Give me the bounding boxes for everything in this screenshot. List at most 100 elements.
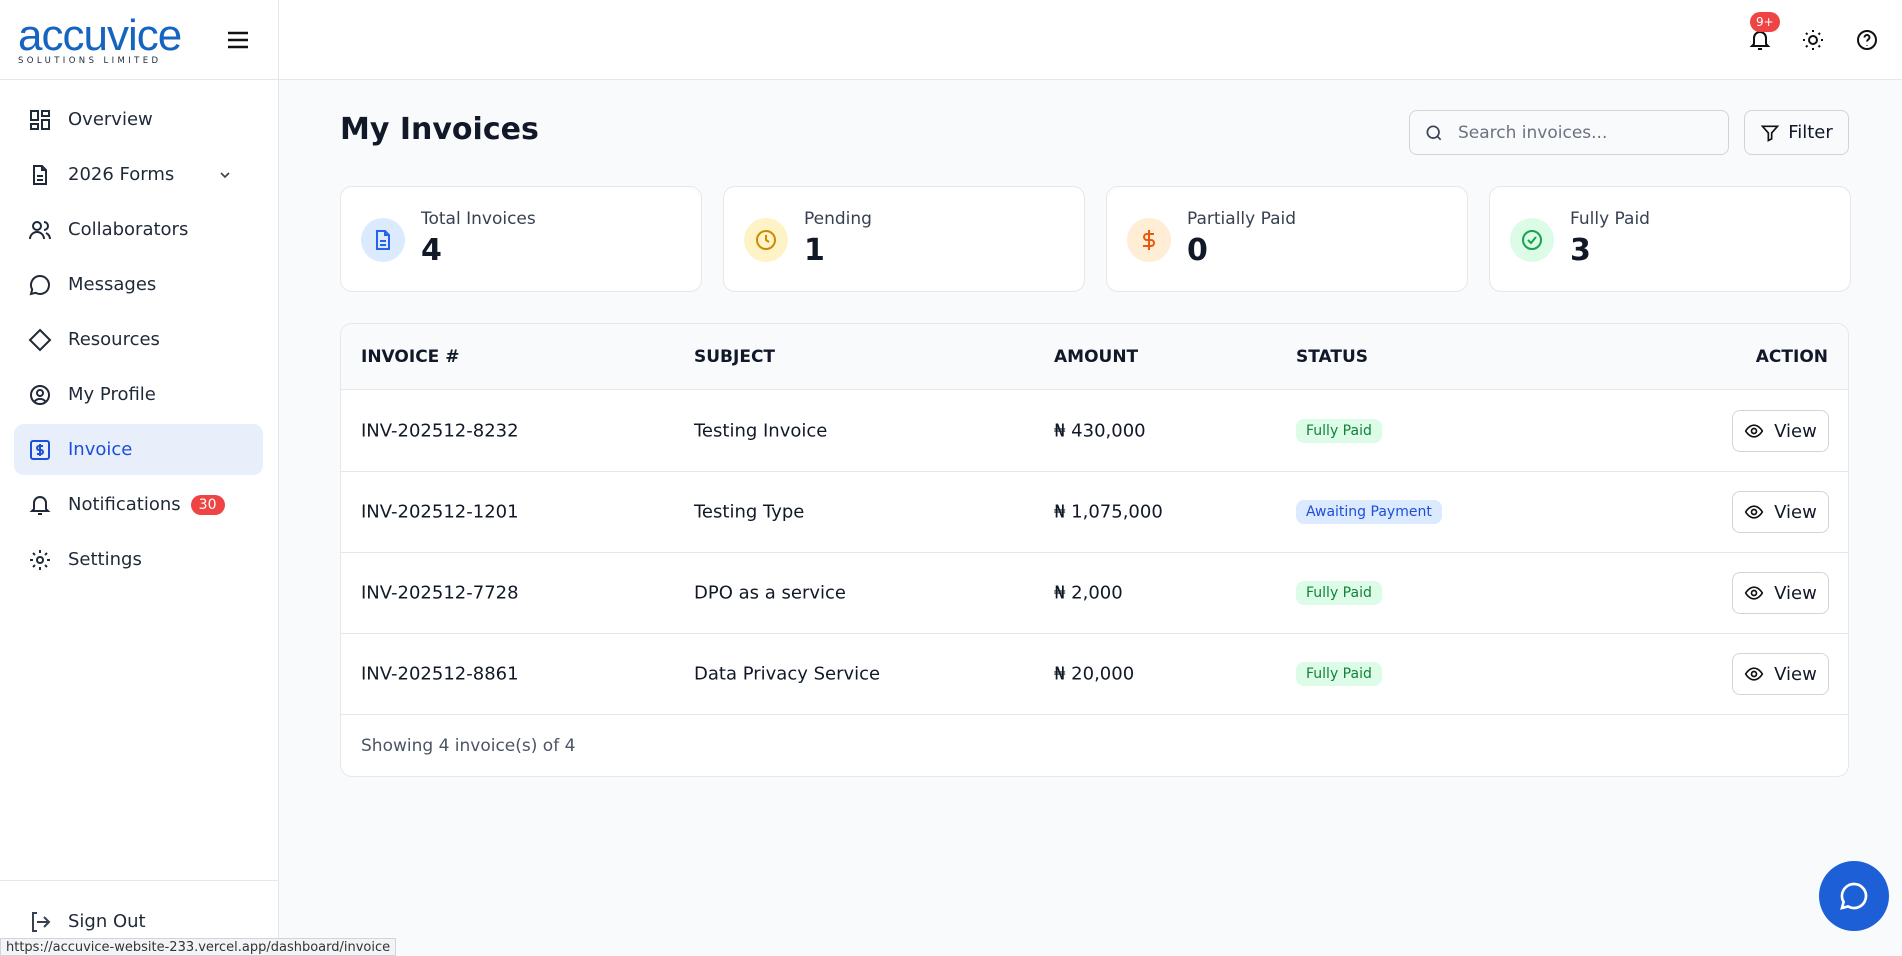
stat-card: Total Invoices 4 bbox=[340, 186, 702, 292]
stat-label: Total Invoices bbox=[421, 209, 536, 229]
container bbox=[756, 230, 776, 250]
nav-icon bbox=[30, 549, 50, 570]
search-input[interactable]: Search invoices... bbox=[1409, 110, 1729, 155]
chevron bbox=[220, 171, 230, 178]
view-button[interactable]: View bbox=[1732, 491, 1829, 533]
status-pill: Fully Paid bbox=[1296, 662, 1382, 686]
column-header: INVOICE # bbox=[361, 347, 460, 367]
nav-label: Messages bbox=[68, 274, 157, 295]
stat-icon bbox=[361, 218, 405, 262]
notifications-button[interactable] bbox=[1748, 28, 1772, 52]
amount: ₦ 20,000 bbox=[1054, 663, 1135, 685]
chat-button[interactable] bbox=[1819, 861, 1889, 931]
nav-item[interactable]: 2026 Forms bbox=[14, 149, 263, 200]
sign-out-label: Sign Out bbox=[68, 911, 146, 932]
container bbox=[1143, 230, 1155, 250]
container bbox=[1744, 667, 1764, 681]
container bbox=[1840, 882, 1868, 910]
page-title: My Invoices bbox=[340, 112, 539, 147]
status-pill: Fully Paid bbox=[1296, 419, 1382, 443]
sidebar: accuvice SOLUTIONS LIMITED Overview 2026 F… bbox=[0, 0, 279, 956]
invoice-number: INV-202512-8861 bbox=[361, 663, 519, 685]
container bbox=[1522, 230, 1542, 250]
stat-icon bbox=[1127, 218, 1171, 262]
nav-icon bbox=[30, 109, 50, 130]
nav-label: Notifications bbox=[68, 494, 181, 515]
nav-badge: 30 bbox=[190, 494, 225, 515]
nav-icon bbox=[33, 164, 47, 185]
column-header: AMOUNT bbox=[1054, 347, 1139, 367]
help-button[interactable] bbox=[1855, 28, 1879, 52]
nav-icon bbox=[29, 220, 51, 239]
container bbox=[1744, 586, 1764, 600]
nav-label: Resources bbox=[68, 329, 160, 350]
stat-label: Fully Paid bbox=[1570, 209, 1650, 229]
container bbox=[1744, 424, 1764, 438]
menu-toggle[interactable] bbox=[226, 30, 250, 50]
amount: ₦ 430,000 bbox=[1054, 420, 1146, 442]
stat-icon bbox=[1510, 218, 1554, 262]
view-button[interactable]: View bbox=[1732, 572, 1829, 614]
nav-label: Collaborators bbox=[68, 219, 189, 240]
nav-icon bbox=[30, 384, 50, 405]
nav-label: Invoice bbox=[68, 439, 133, 460]
status-pill: Awaiting Payment bbox=[1296, 500, 1442, 524]
nav-item[interactable]: Messages bbox=[14, 259, 263, 310]
divider bbox=[0, 880, 278, 881]
container bbox=[1760, 125, 1780, 142]
stat-label: Pending bbox=[804, 209, 872, 229]
table-header: INVOICE # SUBJECT AMOUNT STATUS ACTION bbox=[341, 324, 1848, 390]
stat-value: 0 bbox=[1187, 233, 1208, 268]
view-button[interactable]: View bbox=[1732, 653, 1829, 695]
subject: Testing Type bbox=[694, 501, 805, 523]
nav-item[interactable]: Resources bbox=[14, 314, 263, 365]
nav-item[interactable]: Invoice bbox=[14, 424, 263, 475]
subject: DPO as a service bbox=[694, 582, 846, 604]
subject: Testing Invoice bbox=[694, 420, 828, 442]
divider bbox=[0, 79, 278, 80]
filter-button[interactable]: Filter bbox=[1744, 110, 1849, 155]
view-button[interactable]: View bbox=[1732, 410, 1829, 452]
subject: Data Privacy Service bbox=[694, 663, 881, 685]
nav-label: 2026 Forms bbox=[68, 164, 175, 185]
amount: ₦ 2,000 bbox=[1054, 582, 1123, 604]
invoice-table: INVOICE # SUBJECT AMOUNT STATUS ACTION I… bbox=[340, 323, 1849, 777]
search-placeholder: Search invoices... bbox=[1458, 122, 1608, 143]
stat-icon bbox=[744, 218, 788, 262]
notification-badge: 9+ bbox=[1750, 12, 1780, 32]
nav-item[interactable]: Collaborators bbox=[14, 204, 263, 255]
stat-value: 1 bbox=[804, 233, 825, 268]
container bbox=[376, 230, 390, 250]
table-row: INV-202512-8232 Testing Invoice ₦ 430,00… bbox=[341, 391, 1848, 472]
column-header: STATUS bbox=[1296, 347, 1369, 367]
nav-item[interactable]: Overview bbox=[14, 94, 263, 145]
table-footer: Showing 4 invoice(s) of 4 bbox=[361, 736, 576, 756]
nav-item[interactable]: Notifications 30 bbox=[14, 479, 263, 530]
nav-icon bbox=[30, 439, 50, 460]
nav-label: Settings bbox=[68, 549, 142, 570]
nav-label: Overview bbox=[68, 109, 153, 130]
nav-icon bbox=[29, 274, 50, 295]
invoice-number: INV-202512-8232 bbox=[361, 420, 519, 442]
filter-label: Filter bbox=[1788, 122, 1833, 143]
nav-icon bbox=[29, 495, 51, 515]
stat-card: Fully Paid 3 bbox=[1489, 186, 1851, 292]
column-header: SUBJECT bbox=[694, 347, 776, 367]
top-bar bbox=[279, 0, 1902, 80]
stat-card: Partially Paid 0 bbox=[1106, 186, 1468, 292]
sign-out[interactable]: Sign Out bbox=[14, 896, 263, 947]
nav-item[interactable]: My Profile bbox=[14, 369, 263, 420]
table-row: INV-202512-8861 Data Privacy Service ₦ 2… bbox=[341, 634, 1848, 715]
stat-value: 3 bbox=[1570, 233, 1591, 268]
logo-tagline: SOLUTIONS LIMITED bbox=[18, 56, 162, 66]
nav-icon bbox=[28, 328, 52, 351]
stat-card: Pending 1 bbox=[723, 186, 1085, 292]
logo[interactable]: accuvice SOLUTIONS LIMITED bbox=[18, 14, 188, 67]
status-url: https://accuvice-website-233.vercel.app/… bbox=[0, 938, 397, 956]
table-row: INV-202512-1201 Testing Type ₦ 1,075,000… bbox=[341, 472, 1848, 553]
theme-toggle[interactable] bbox=[1801, 28, 1825, 52]
nav-item[interactable]: Settings bbox=[14, 534, 263, 585]
view-label: View bbox=[1774, 501, 1817, 523]
container bbox=[1744, 505, 1764, 519]
